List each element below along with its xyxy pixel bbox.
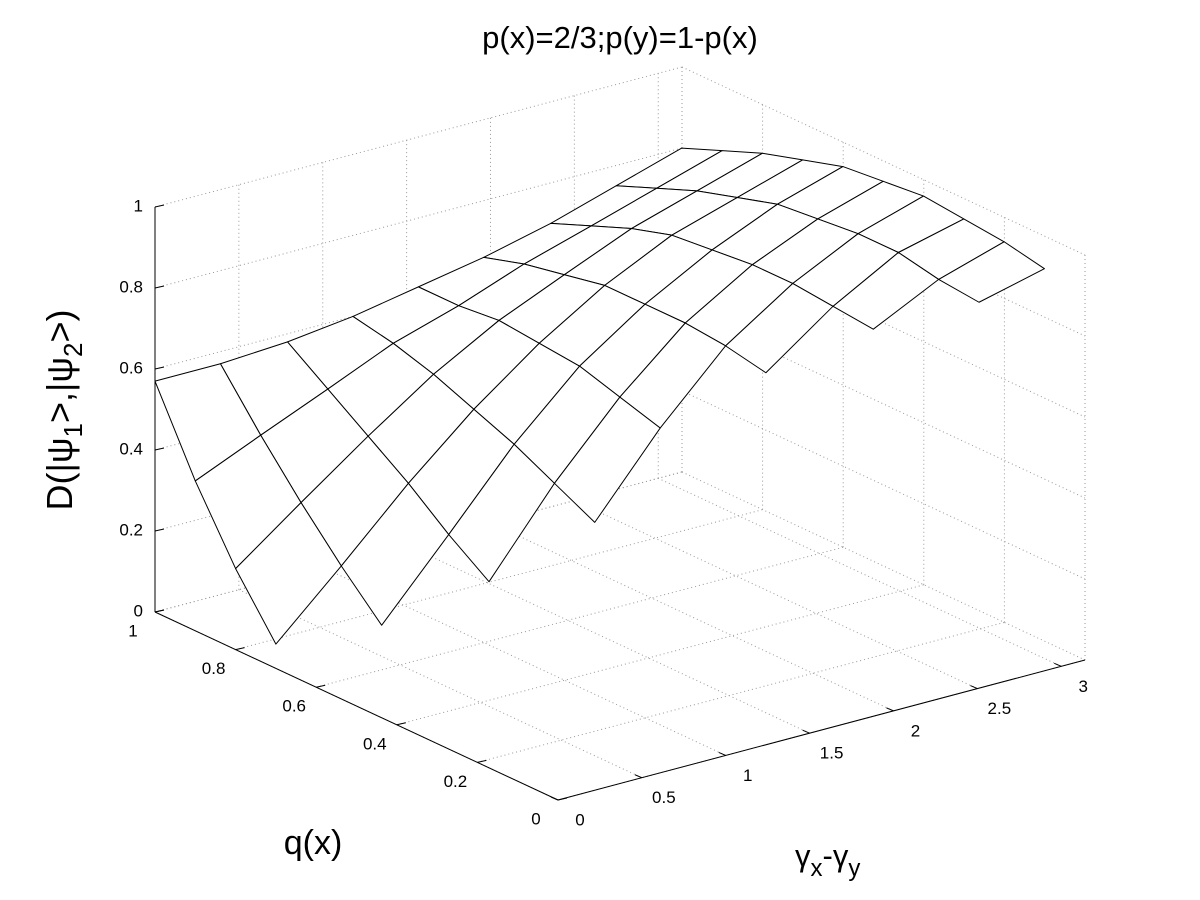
y-tick (154, 609, 165, 613)
z-axis-label-part: >) (39, 309, 80, 342)
x-tick (1054, 662, 1062, 667)
z-axis-label-sub: 2 (58, 343, 88, 357)
x-tick (634, 774, 643, 779)
x-tick (718, 751, 726, 756)
surface-patch (448, 443, 555, 583)
x-tick-label: 1 (743, 766, 752, 785)
y-tick (396, 722, 406, 726)
z-tick-label: 0.8 (119, 277, 143, 296)
x-tick (886, 707, 894, 712)
y-tick-label: 0.2 (444, 772, 468, 791)
y-tick-label: 0.4 (363, 734, 387, 753)
z-tick (154, 285, 165, 289)
z-tick-label: 0 (134, 601, 143, 620)
y-axis-label: q(x) (284, 824, 343, 862)
grid-line (154, 147, 683, 289)
surface-patch (832, 252, 940, 330)
x-axis-label-sub: x (811, 855, 823, 882)
x-tick-label: 2.5 (988, 699, 1012, 718)
x-tick-label: 0.5 (652, 788, 676, 807)
x-axis-label-sub: y (848, 855, 860, 882)
x-axis-label-part: γ (795, 838, 811, 873)
z-axis-label-part: >,|ψ (39, 357, 80, 423)
grid-line (316, 546, 844, 688)
axis-line (154, 611, 559, 801)
z-tick (154, 204, 165, 208)
z-axis-label: D(|ψ1>,|ψ2>) (39, 309, 88, 510)
z-tick-label: 0.4 (119, 439, 143, 458)
x-tick-label: 0 (575, 810, 584, 829)
y-tick (557, 797, 568, 801)
x-axis-label-part: -γ (823, 838, 849, 873)
grid-line (154, 66, 683, 208)
axes-layer: 00.20.40.60.8100.511.522.5300.20.40.60.8… (119, 196, 1088, 829)
z-tick (154, 366, 165, 370)
surface-patch (235, 502, 342, 645)
y-tick-label: 0.6 (282, 697, 306, 716)
grid-line (235, 509, 763, 651)
surface-patch (553, 396, 661, 523)
surface-patch (938, 241, 1045, 303)
z-tick (154, 447, 165, 451)
surface-layer (154, 147, 1045, 645)
axis-line (557, 659, 1086, 801)
y-tick-label: 1 (128, 621, 137, 640)
z-tick (154, 528, 165, 532)
y-tick (316, 684, 326, 688)
x-tick-label: 2 (911, 721, 920, 740)
surface-patch (340, 482, 450, 626)
z-tick-label: 0.6 (119, 358, 143, 377)
z-axis-label-part: D(|ψ (39, 437, 80, 510)
x-tick (550, 796, 559, 801)
x-tick-label: 1.5 (820, 744, 844, 763)
y-tick (235, 647, 245, 651)
x-tick (970, 685, 978, 690)
x-tick-label: 3 (1079, 677, 1088, 696)
y-tick-label: 0 (531, 809, 540, 828)
z-tick-label: 0.2 (119, 520, 143, 539)
surface-patch (725, 282, 834, 374)
x-tick (802, 729, 810, 734)
z-axis-label-sub: 1 (58, 423, 88, 437)
z-tick-label: 1 (134, 196, 143, 215)
grid-line (477, 621, 1005, 763)
grid-line (396, 584, 924, 726)
chart-title: p(x)=2/3;p(y)=1-p(x) (482, 20, 758, 55)
y-tick (477, 759, 487, 763)
y-tick-label: 0.8 (202, 659, 226, 678)
x-axis-label: γx-γy (795, 838, 860, 882)
